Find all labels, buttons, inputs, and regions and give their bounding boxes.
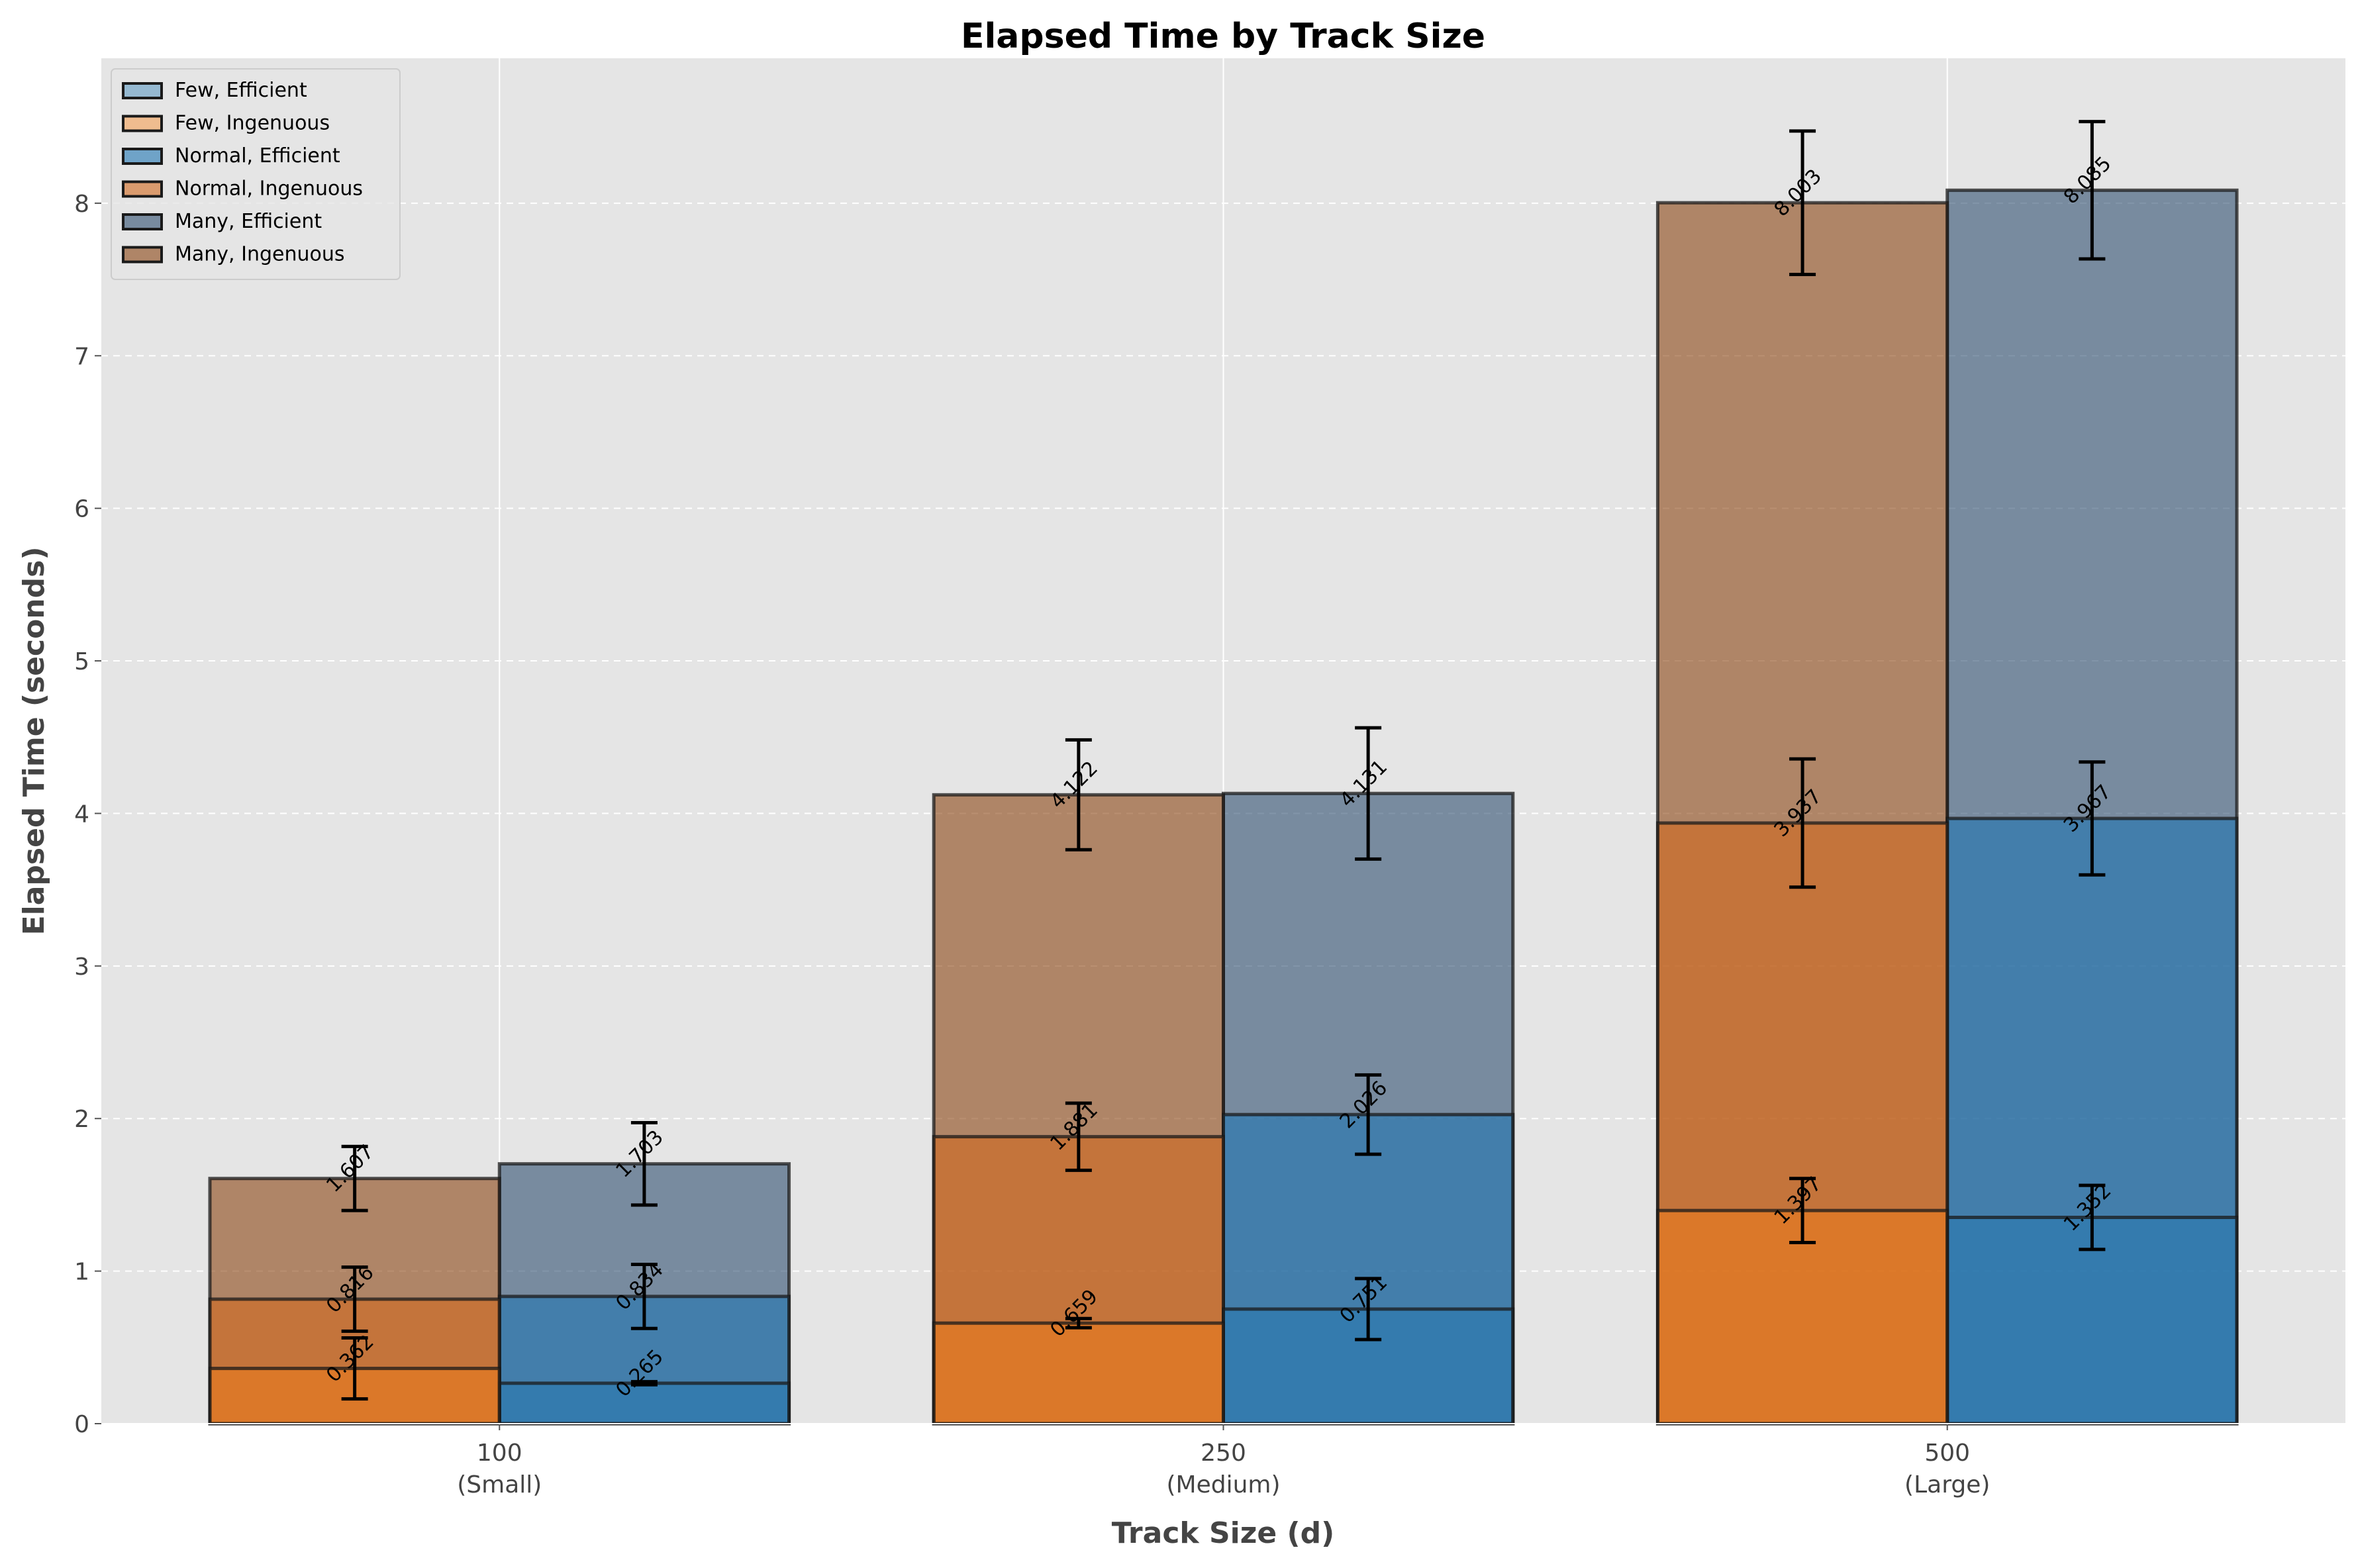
x-tick-label: 250 — [1201, 1440, 1246, 1467]
legend-entry: Few, Efficient — [175, 79, 307, 102]
bar — [1222, 1112, 1515, 1426]
y-tick-label: 0 — [74, 1411, 89, 1438]
x-axis-label: Track Size (d) — [1112, 1516, 1335, 1550]
y-tick-label: 1 — [74, 1259, 89, 1286]
axes-layer: 0 1 2 3 4 5 6 7 8 100 (Small) 250 (Medium) 500 (Large) — [74, 191, 2345, 1498]
y-tick-label: 4 — [74, 801, 89, 828]
bar — [497, 1381, 791, 1426]
y-tick-label: 8 — [74, 191, 89, 218]
x-tick-sublabel: (Large) — [1904, 1471, 1990, 1498]
bar — [1655, 821, 1949, 1426]
y-tick-label: 7 — [74, 343, 89, 370]
x-tick-sublabel: (Medium) — [1166, 1471, 1280, 1498]
legend-entry: Many, Efficient — [175, 210, 322, 233]
bar — [1945, 816, 2239, 1426]
legend-entry: Normal, Efficient — [175, 144, 340, 168]
bars-layer — [208, 188, 2239, 1426]
y-tick-label: 5 — [74, 648, 89, 675]
legend-swatch — [122, 246, 163, 264]
bar — [1945, 1216, 2239, 1426]
y-tick-label: 2 — [74, 1106, 89, 1133]
x-tick-sublabel: (Small) — [457, 1471, 542, 1498]
legend-entry: Many, Ingenuous — [175, 243, 345, 266]
legend-swatch — [122, 213, 163, 230]
y-axis-label: Elapsed Time (seconds) — [17, 547, 51, 936]
legend-swatch — [122, 82, 163, 99]
y-tick-label: 3 — [74, 954, 89, 981]
x-tick-label: 100 — [477, 1440, 522, 1467]
y-tick-label: 6 — [74, 496, 89, 523]
chart-title: Elapsed Time by Track Size — [961, 17, 1485, 56]
legend: Few, Efficient Few, Ingenuous Normal, Effi… — [111, 68, 401, 280]
bar — [1655, 1208, 1949, 1426]
legend-swatch — [122, 148, 163, 165]
legend-frame — [111, 68, 401, 280]
legend-entry: Normal, Ingenuous — [175, 177, 363, 201]
legend-swatch — [122, 180, 163, 198]
x-tick-label: 500 — [1924, 1440, 1970, 1467]
legend-entry: Few, Ingenuous — [175, 112, 330, 135]
legend-swatch — [122, 115, 163, 132]
bar — [932, 1135, 1226, 1426]
bar — [932, 1321, 1226, 1426]
error-bars-layer — [341, 120, 2106, 1401]
